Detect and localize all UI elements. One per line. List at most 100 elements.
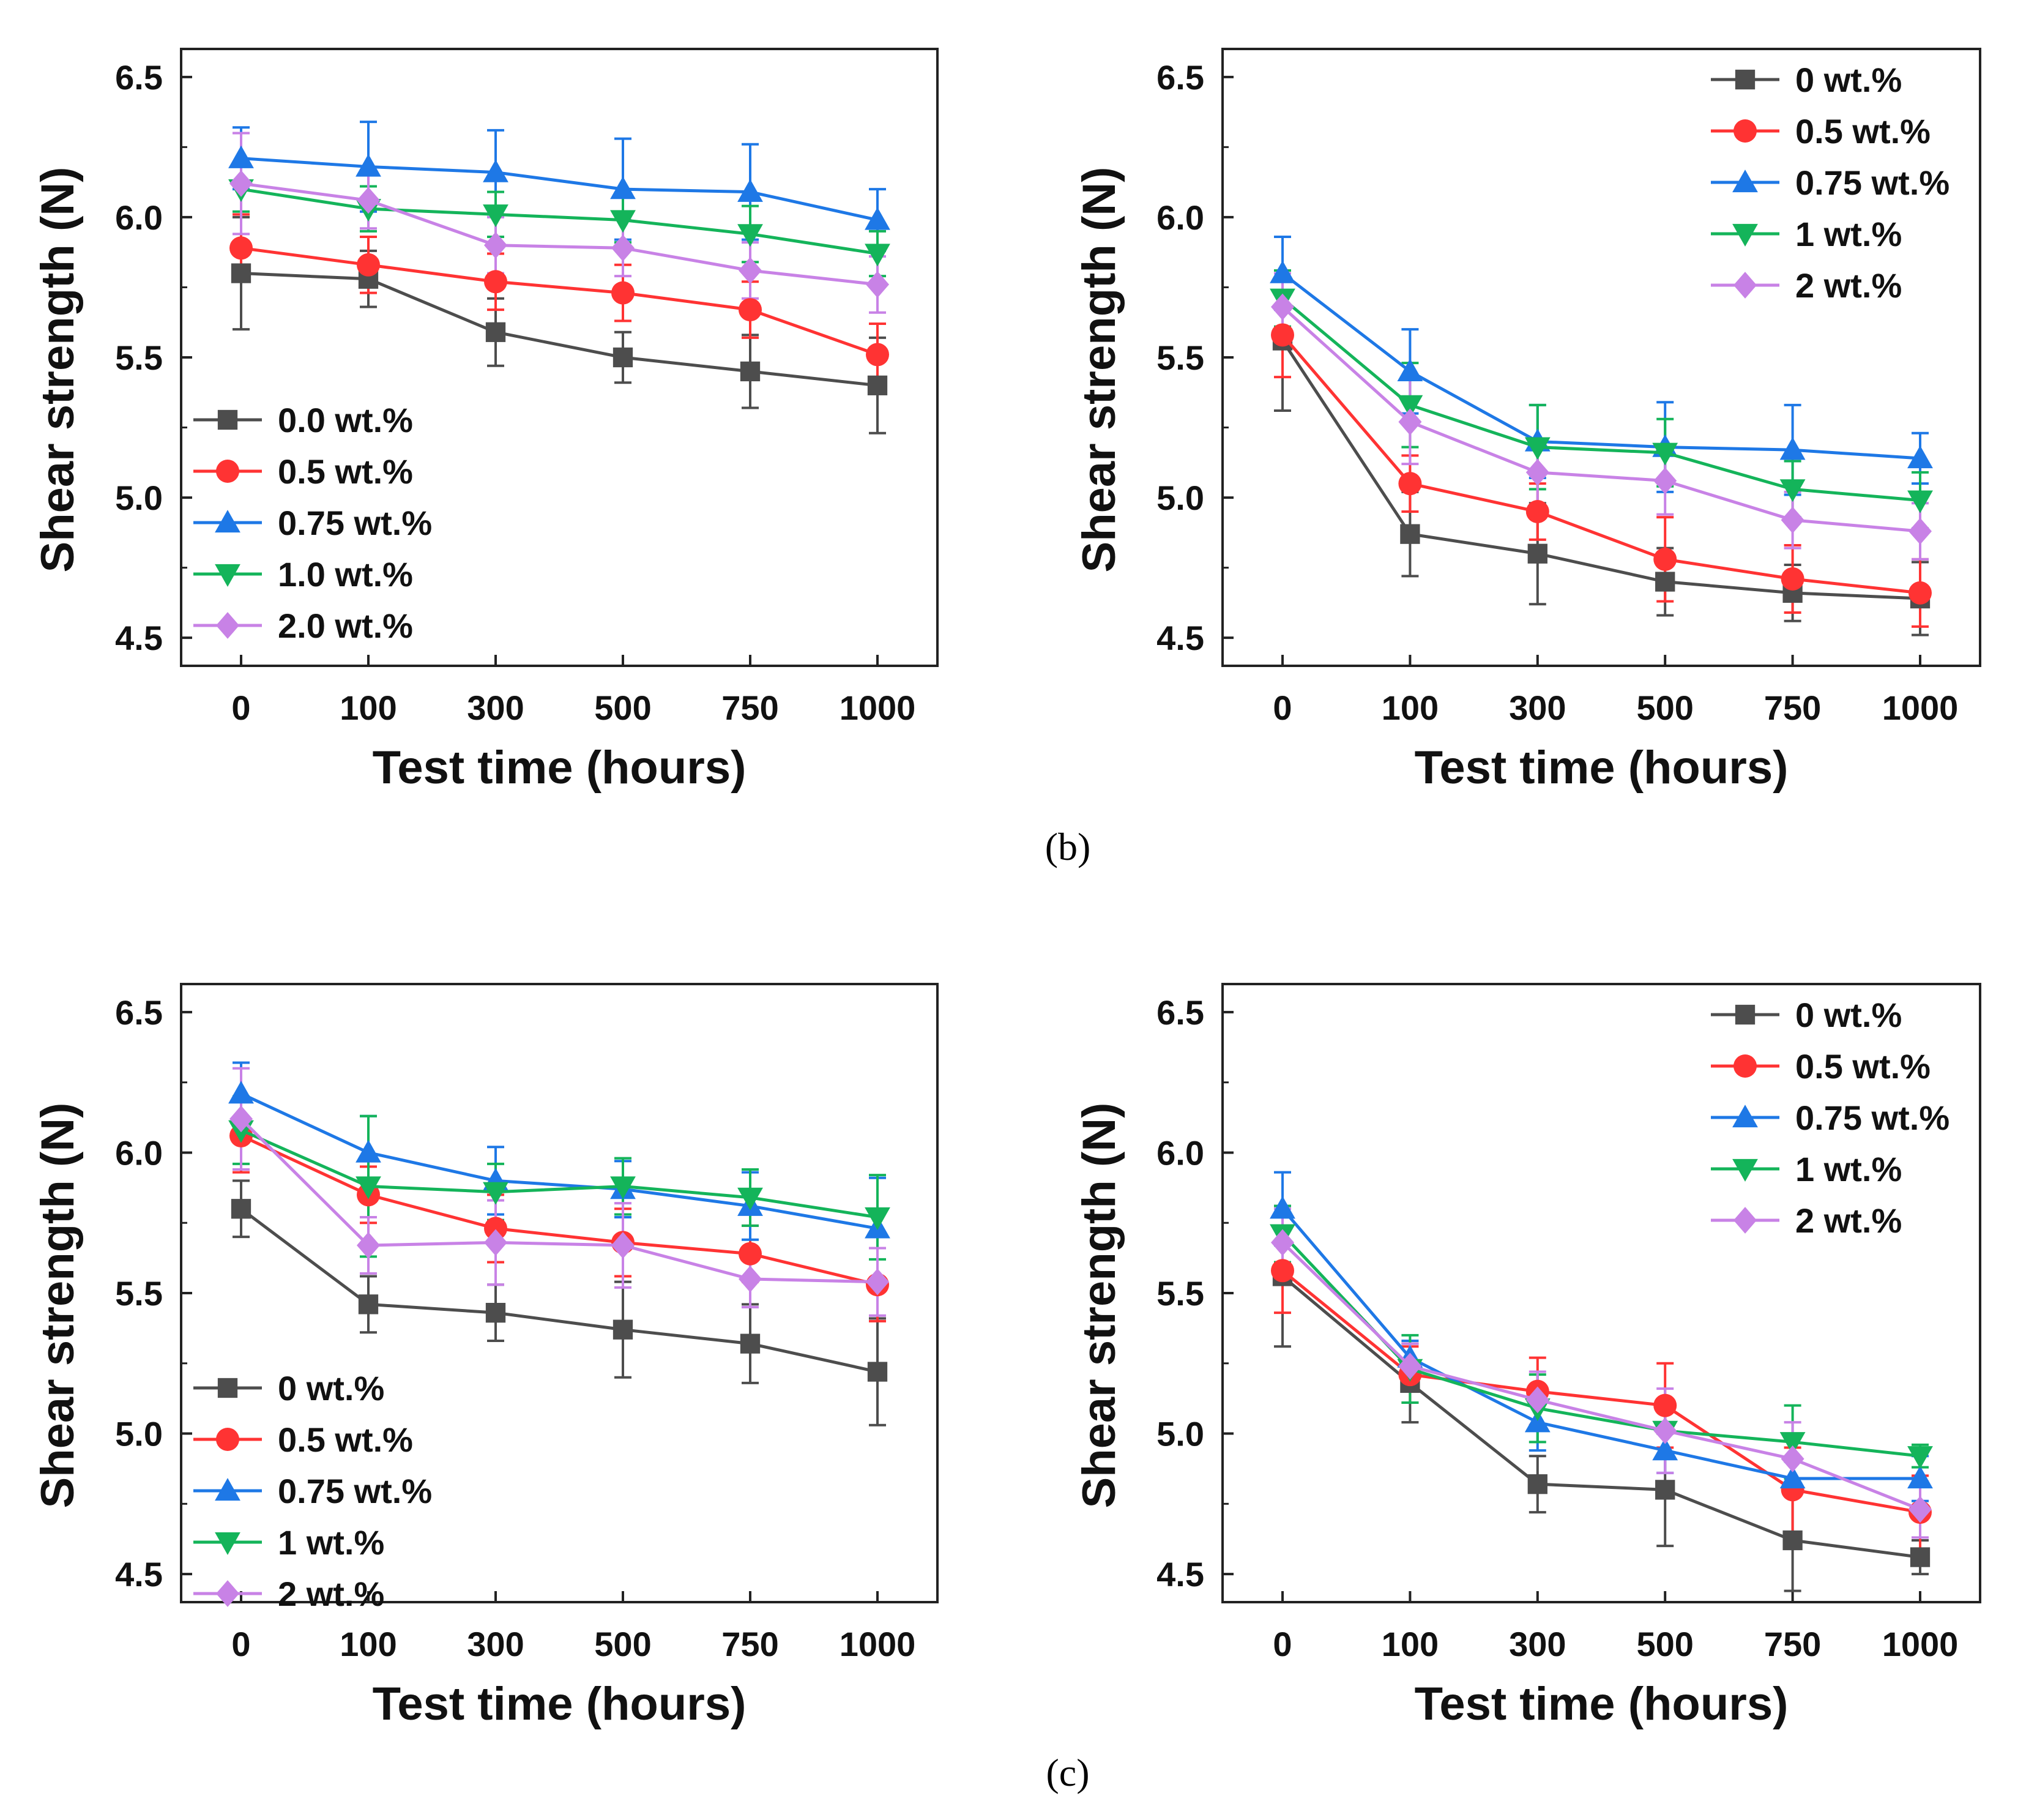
legend-marker (1733, 1054, 1757, 1078)
data-point (1909, 1496, 1932, 1523)
series-line (240, 1207, 878, 1373)
data-point (1271, 1229, 1294, 1256)
x-tick-label: 0 (231, 688, 250, 727)
x-tick-label: 1000 (840, 688, 916, 727)
x-tick-label: 100 (340, 688, 397, 727)
data-point (1781, 506, 1804, 534)
y-tick-label: 5.5 (1156, 1274, 1204, 1313)
data-point (740, 1333, 761, 1354)
series-line (1281, 272, 1921, 460)
y-tick-label: 5.5 (1156, 338, 1204, 377)
data-point (867, 375, 888, 395)
chart-panel-c-left: 4.5 5.0 5.5 6.0 6.5 0 100 300 500 750 1000 Test tim… (32, 983, 939, 1730)
series-line (1281, 297, 1921, 502)
y-axis-title: Shear strength (N) (32, 1103, 84, 1509)
data-point (611, 234, 635, 262)
legend-marker (215, 1532, 240, 1555)
y-tick-label: 5.0 (1156, 1415, 1204, 1453)
data-point (1527, 1474, 1547, 1494)
legend-label: 0.5 wt.% (1795, 1047, 1931, 1086)
data-point (1907, 1446, 1933, 1469)
data-point (866, 271, 889, 298)
legend-marker (216, 1428, 239, 1451)
series-line (240, 187, 878, 255)
data-point (228, 1081, 254, 1104)
y-tick-label: 5.0 (1156, 479, 1204, 517)
data-point (231, 1199, 251, 1219)
x-tick-label: 500 (1636, 1625, 1693, 1663)
legend-label: 0.75 wt.% (278, 504, 432, 542)
legend-label: 2 wt.% (1795, 266, 1902, 305)
series-line (240, 246, 878, 356)
x-tick-label: 300 (1509, 1625, 1566, 1663)
legend-label: 0.0 wt.% (278, 401, 413, 439)
legend-label: 2 wt.% (278, 1575, 384, 1613)
series-line (1281, 1275, 1921, 1559)
x-axis-title: Test time (hours) (373, 1678, 747, 1730)
data-point (866, 343, 889, 367)
data-point (357, 253, 380, 277)
data-point (737, 179, 763, 202)
legend-marker (1732, 1158, 1758, 1182)
series-line (240, 272, 878, 387)
data-point (1653, 467, 1677, 494)
data-point (483, 1182, 508, 1205)
legend-marker (217, 409, 238, 430)
legend-label: 1 wt.% (278, 1523, 384, 1562)
data-point (1652, 1438, 1678, 1461)
data-point (358, 1294, 379, 1315)
data-point (484, 1229, 507, 1256)
legend-label: 1 wt.% (1795, 215, 1902, 253)
data-point (1524, 437, 1551, 460)
data-point (484, 270, 507, 294)
legend-marker (1733, 1207, 1757, 1234)
legend-label: 0.5 wt.% (1795, 112, 1931, 151)
data-point (865, 244, 890, 267)
data-point (1910, 1547, 1931, 1567)
data-point (1271, 323, 1294, 347)
legend-label: 0 wt.% (1795, 61, 1902, 99)
data-point (1907, 446, 1933, 469)
x-tick-label: 0 (231, 1625, 250, 1663)
y-tick-label: 5.0 (115, 1415, 163, 1453)
x-tick-label: 1000 (1882, 688, 1959, 727)
data-point (740, 361, 761, 382)
legend-marker (216, 460, 239, 483)
data-point (1398, 408, 1422, 436)
y-tick-label: 4.5 (115, 1555, 163, 1594)
data-point (1270, 1196, 1295, 1219)
data-point (610, 176, 636, 200)
series-line (1281, 1241, 1921, 1511)
legend-marker (1732, 170, 1758, 193)
x-tick-label: 750 (721, 688, 778, 727)
data-point (356, 1176, 381, 1199)
data-point (739, 298, 762, 322)
data-point (229, 1105, 253, 1133)
data-point (865, 1207, 890, 1230)
data-point (1525, 500, 1549, 523)
legend-label: 0.75 wt.% (1795, 1098, 1949, 1137)
data-point (1781, 567, 1804, 591)
data-point (865, 207, 890, 230)
y-tick-label: 6.0 (115, 1133, 163, 1172)
data-point (737, 1187, 763, 1210)
data-point (610, 210, 636, 233)
x-axis-title: Test time (hours) (1415, 742, 1789, 794)
data-point (1655, 1480, 1675, 1500)
data-point (611, 281, 635, 305)
data-point (1527, 543, 1547, 564)
data-point (1655, 572, 1675, 592)
series-line (1281, 1207, 1920, 1480)
series-line (240, 1128, 878, 1219)
data-point (1782, 1530, 1803, 1551)
series-line (240, 1117, 878, 1284)
series-line (1281, 1269, 1921, 1514)
legend-label: 2 wt.% (1795, 1201, 1902, 1240)
data-point (1779, 1466, 1806, 1489)
data-point (1779, 437, 1806, 460)
data-point (1653, 1417, 1677, 1444)
x-tick-label: 500 (1636, 688, 1693, 727)
data-point (483, 159, 508, 182)
data-point (1398, 1352, 1422, 1380)
series-line (240, 182, 878, 286)
